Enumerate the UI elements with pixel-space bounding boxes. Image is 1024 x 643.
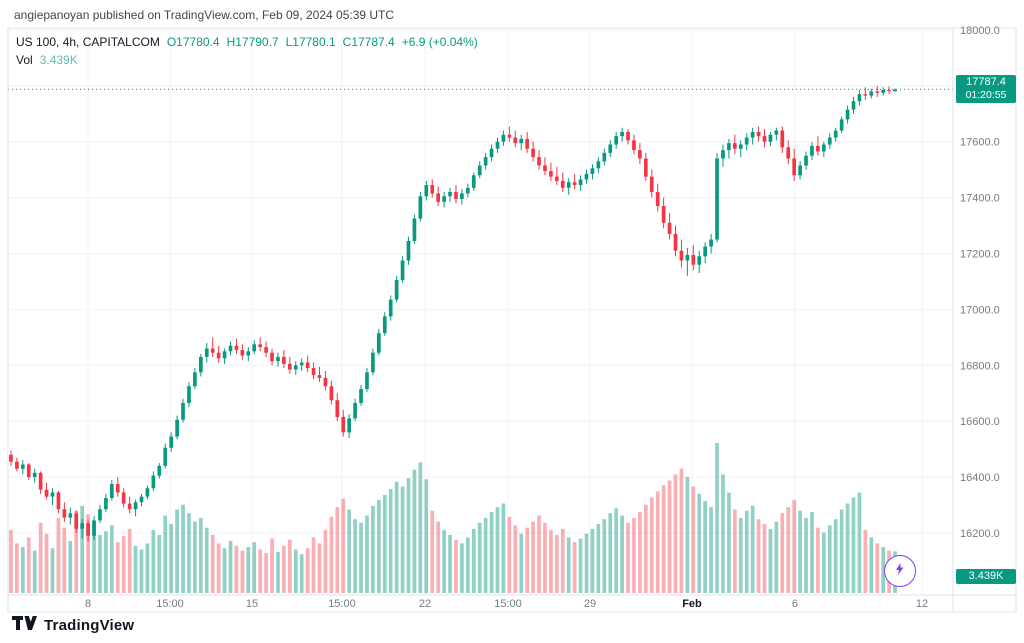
svg-text:15:00: 15:00 [328, 598, 356, 610]
svg-text:15:00: 15:00 [156, 598, 184, 610]
symbol-legend-row: US 100, 4h, CAPITALCOM O17780.4 H17790.7… [16, 35, 478, 49]
volume-label: Vol [16, 53, 33, 67]
svg-text:17600.0: 17600.0 [960, 137, 1000, 149]
chart-borders [7, 27, 1017, 613]
tradingview-footer-link[interactable]: TradingView [12, 616, 134, 635]
time-axis-labels[interactable]: 8 15:00 15 15:00 22 15:00 29 Feb 6 12 [85, 598, 928, 610]
ohlc-close: C17787.4 [342, 35, 395, 49]
svg-text:12: 12 [916, 598, 928, 610]
tradingview-wordmark: TradingView [44, 617, 135, 634]
svg-text:17000.0: 17000.0 [960, 304, 1000, 316]
svg-text:16600.0: 16600.0 [960, 416, 1000, 428]
attribution-text: angiepanoyan published on TradingView.co… [14, 8, 395, 22]
candles [9, 85, 897, 542]
boost-button[interactable] [884, 555, 916, 587]
current-price-badge: 17787.4 01:20:55 [956, 75, 1016, 104]
svg-text:17200.0: 17200.0 [960, 249, 1000, 261]
lightning-icon [893, 562, 907, 581]
svg-text:Feb: Feb [682, 598, 702, 610]
svg-text:15:00: 15:00 [494, 598, 522, 610]
volume-bars [9, 443, 897, 593]
volume-value: 3.439K [39, 53, 78, 67]
svg-text:16400.0: 16400.0 [960, 472, 1000, 484]
bar-countdown: 01:20:55 [965, 89, 1007, 102]
price-change: +6.9 (+0.04%) [401, 35, 478, 49]
symbol-title: US 100, 4h, CAPITALCOM [16, 35, 160, 49]
current-price-value: 17787.4 [966, 76, 1006, 89]
svg-text:29: 29 [584, 598, 596, 610]
svg-text:8: 8 [85, 598, 91, 610]
svg-text:16800.0: 16800.0 [960, 360, 1000, 372]
svg-text:17400.0: 17400.0 [960, 193, 1000, 205]
svg-text:22: 22 [419, 598, 431, 610]
svg-text:15: 15 [246, 598, 258, 610]
ohlc-open: O17780.4 [166, 35, 220, 49]
svg-text:16200.0: 16200.0 [960, 528, 1000, 540]
current-volume-badge: 3.439K [956, 569, 1016, 584]
svg-text:6: 6 [792, 598, 798, 610]
volume-legend-row: Vol 3.439K [16, 53, 478, 67]
chart-legend: US 100, 4h, CAPITALCOM O17780.4 H17790.7… [16, 35, 478, 71]
ohlc-low: L17780.1 [285, 35, 336, 49]
tradingview-logo-icon [12, 616, 38, 635]
gridlines [8, 28, 953, 595]
ohlc-high: H17790.7 [226, 35, 279, 49]
svg-text:18000.0: 18000.0 [960, 25, 1000, 37]
